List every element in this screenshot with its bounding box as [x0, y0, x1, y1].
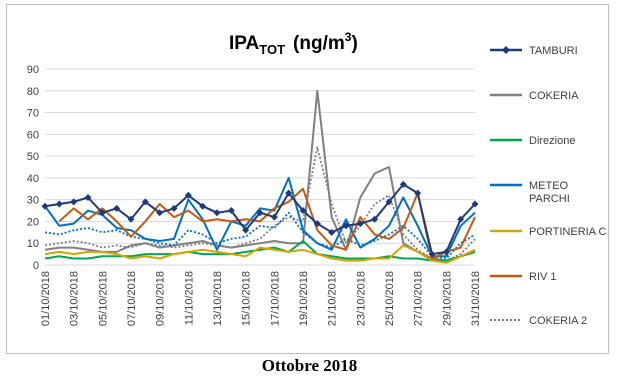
data-point [457, 215, 465, 223]
legend-label: PORTINERIA C [529, 226, 606, 238]
x-tick-label: 13/10/2018 [212, 271, 224, 326]
data-point [127, 215, 135, 223]
x-tick-label: 17/10/2018 [269, 271, 281, 326]
x-tick-label: 19/10/2018 [298, 271, 310, 326]
y-tick-label: 60 [27, 129, 39, 141]
legend-label: COKERIA [529, 90, 579, 102]
data-point [170, 204, 178, 212]
y-tick-label: 0 [33, 260, 39, 272]
legend-label: COKERIA 2 [529, 315, 587, 327]
x-tick-label: 09/10/2018 [155, 271, 167, 326]
x-tick-label: 21/10/2018 [327, 271, 339, 326]
x-tick-label: 11/10/2018 [183, 271, 195, 325]
data-point [328, 228, 336, 236]
data-point [70, 198, 78, 206]
chart-caption: Ottobre 2018 [261, 356, 358, 375]
x-tick-label: 15/10/2018 [241, 271, 253, 326]
x-tick-label: 29/10/2018 [441, 271, 453, 326]
legend-label: METEO PARCHI [529, 180, 570, 205]
title-unit-superscript: 3 [345, 30, 352, 44]
x-tick-label: 27/10/2018 [413, 271, 425, 326]
data-point [414, 189, 422, 197]
data-point [199, 202, 207, 210]
y-tick-label: 70 [27, 108, 39, 120]
data-point [313, 220, 321, 228]
x-tick-label: 23/10/2018 [355, 271, 367, 326]
chart-title: IPATOT (ng/m3) [229, 30, 358, 57]
data-point [227, 207, 235, 215]
data-point [342, 222, 350, 230]
x-tick-label: 31/10/2018 [470, 271, 482, 326]
data-point [371, 215, 379, 223]
data-point [270, 213, 278, 221]
data-point [213, 209, 221, 217]
y-tick-label: 50 [27, 151, 39, 163]
title-main: IPA [229, 33, 260, 54]
x-tick-label: 01/10/2018 [40, 271, 52, 326]
data-point [141, 198, 149, 206]
title-subscript: TOT [259, 42, 285, 57]
data-point [428, 250, 436, 258]
series-line-cokeria [44, 89, 476, 262]
data-point [471, 200, 479, 208]
series-lines [41, 89, 479, 264]
series-line-direzione [44, 240, 476, 262]
series-line-meteo-parchi [44, 176, 476, 258]
data-point [242, 226, 250, 234]
data-point [113, 204, 121, 212]
legend-label: RIV 1 [529, 271, 557, 283]
series-line-portineria-c [44, 244, 476, 264]
data-point [399, 180, 407, 188]
data-point [442, 248, 450, 256]
series-line-cokeria-2 [44, 146, 476, 262]
y-tick-label: 30 [27, 195, 39, 207]
gridlines [45, 68, 475, 266]
y-tick-label: 40 [27, 173, 39, 185]
data-point [41, 202, 49, 210]
line-chart: 0 10 20 30 40 50 60 70 80 90 01/10/2018 03/10/2018… [27, 30, 607, 327]
legend-marker [502, 46, 510, 54]
data-point [98, 209, 106, 217]
legend-label: Direzione [529, 135, 575, 147]
data-point [356, 220, 364, 228]
title-unit: (ng/m [293, 33, 345, 54]
data-point [256, 209, 264, 217]
data-point [184, 191, 192, 199]
data-point [84, 193, 92, 201]
title-unit-close: ) [351, 33, 357, 54]
legend-label: TAMBURI [529, 45, 578, 57]
y-tick-label: 10 [27, 238, 39, 250]
data-point [285, 189, 293, 197]
y-tick-label: 20 [27, 216, 39, 228]
legend: TAMBURI COKERIA Direzione METEO PARCHI PORTIN… [490, 45, 606, 327]
data-point [299, 207, 307, 215]
data-point [156, 209, 164, 217]
y-tick-label: 80 [27, 86, 39, 98]
x-tick-label: 05/10/2018 [97, 271, 109, 326]
x-tick-label: 25/10/2018 [384, 271, 396, 326]
chart-frame: 0 10 20 30 40 50 60 70 80 90 01/10/2018 03/10/2018… [6, 4, 609, 354]
x-tick-label: 07/10/2018 [126, 271, 138, 326]
data-point [385, 198, 393, 206]
y-axis-ticks: 0 10 20 30 40 50 60 70 80 90 [27, 64, 39, 272]
x-tick-label: 03/10/2018 [69, 271, 81, 326]
x-axis-ticks: 01/10/2018 03/10/2018 05/10/2018 07/10/2018… [40, 271, 482, 326]
data-point [55, 200, 63, 208]
y-tick-label: 90 [27, 64, 39, 76]
